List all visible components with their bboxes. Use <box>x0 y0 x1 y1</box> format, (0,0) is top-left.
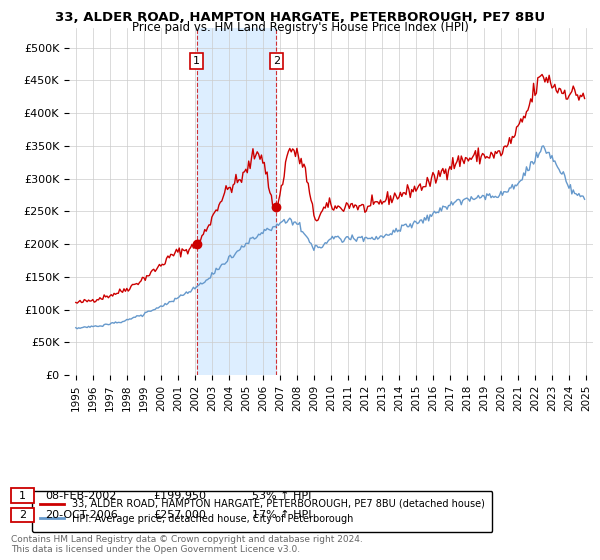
Text: 1: 1 <box>19 491 26 501</box>
Text: £199,950: £199,950 <box>153 491 206 501</box>
Text: 20-OCT-2006: 20-OCT-2006 <box>45 510 118 520</box>
Text: 33, ALDER ROAD, HAMPTON HARGATE, PETERBOROUGH, PE7 8BU: 33, ALDER ROAD, HAMPTON HARGATE, PETERBO… <box>55 11 545 24</box>
Text: £257,000: £257,000 <box>153 510 206 520</box>
Text: 17% ↑ HPI: 17% ↑ HPI <box>252 510 311 520</box>
Text: 1: 1 <box>193 56 200 66</box>
Text: This data is licensed under the Open Government Licence v3.0.: This data is licensed under the Open Gov… <box>11 545 300 554</box>
Bar <box>197 28 277 375</box>
Text: Contains HM Land Registry data © Crown copyright and database right 2024.: Contains HM Land Registry data © Crown c… <box>11 535 362 544</box>
Legend: 33, ALDER ROAD, HAMPTON HARGATE, PETERBOROUGH, PE7 8BU (detached house), HPI: Av: 33, ALDER ROAD, HAMPTON HARGATE, PETERBO… <box>32 491 493 531</box>
Text: 2: 2 <box>273 56 280 66</box>
Text: 08-FEB-2002: 08-FEB-2002 <box>45 491 116 501</box>
Text: Price paid vs. HM Land Registry's House Price Index (HPI): Price paid vs. HM Land Registry's House … <box>131 21 469 34</box>
Text: 53% ↑ HPI: 53% ↑ HPI <box>252 491 311 501</box>
Text: 2: 2 <box>19 510 26 520</box>
